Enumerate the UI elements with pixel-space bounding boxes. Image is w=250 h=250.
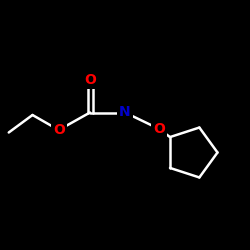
Text: O: O [53,123,65,137]
Text: O: O [84,73,96,87]
Text: N: N [119,106,131,120]
Text: O: O [153,122,165,136]
